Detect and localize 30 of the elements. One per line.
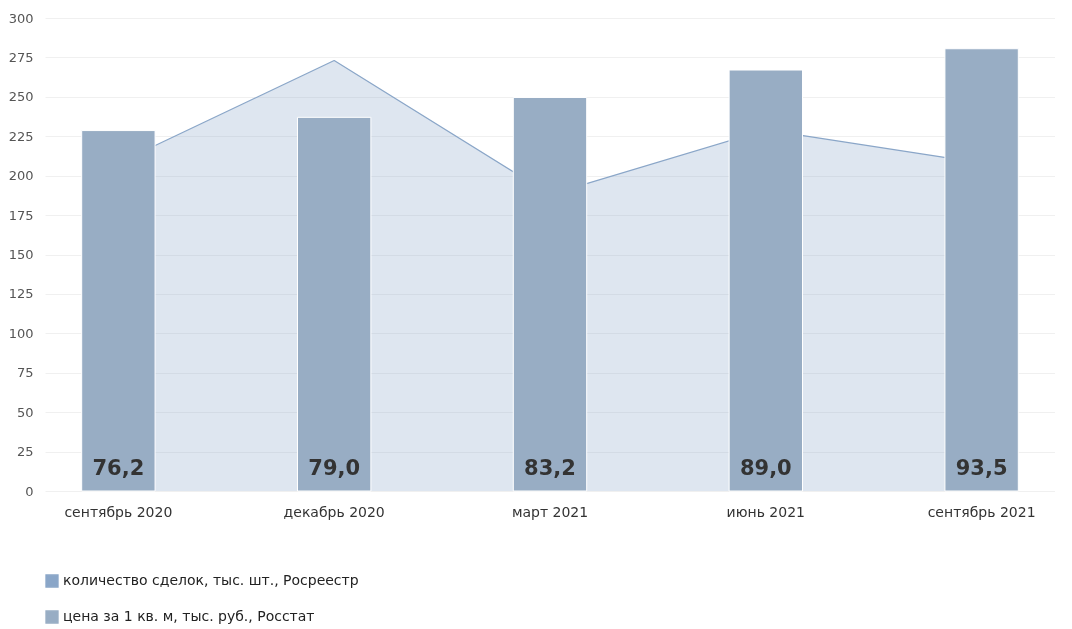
y-tick-label: 75 (16, 365, 34, 381)
x-tick-label: сентябрь 2020 (64, 503, 173, 520)
x-tick-label: сентябрь 2021 (927, 503, 1036, 520)
y-tick-label: 25 (16, 444, 34, 460)
y-tick-label: 175 (8, 207, 34, 223)
data-label: 93,5 (955, 456, 1008, 480)
y-tick-label: 300 (8, 10, 34, 26)
x-tick-label: июнь 2021 (726, 503, 805, 520)
y-tick-label: 200 (8, 168, 34, 184)
y-tick-label: 275 (8, 49, 34, 65)
legend-label: цена за 1 кв. м, тыс. руб., Росстат (63, 608, 315, 624)
bar (944, 48, 1019, 492)
data-label: 79,0 (308, 456, 361, 480)
data-label: 83,2 (524, 456, 576, 480)
y-tick-label: 100 (8, 325, 34, 341)
y-tick-label: 250 (8, 89, 34, 105)
bar (297, 116, 372, 492)
bar (81, 130, 156, 492)
x-tick-label: декабрь 2020 (283, 503, 385, 520)
y-tick-label: 150 (8, 247, 34, 262)
data-label: 89,0 (739, 456, 792, 480)
y-tick-label: 50 (16, 404, 34, 420)
legend-label: количество сделок, тыс. шт., Росреестр (63, 572, 359, 588)
y-tick-label: 125 (8, 286, 34, 302)
x-tick-label: март 2021 (511, 503, 589, 520)
data-label: 76,2 (92, 456, 145, 480)
y-tick-label: 225 (8, 128, 34, 144)
y-tick-label: 0 (25, 483, 34, 499)
bar (512, 96, 588, 492)
bar (728, 69, 803, 492)
